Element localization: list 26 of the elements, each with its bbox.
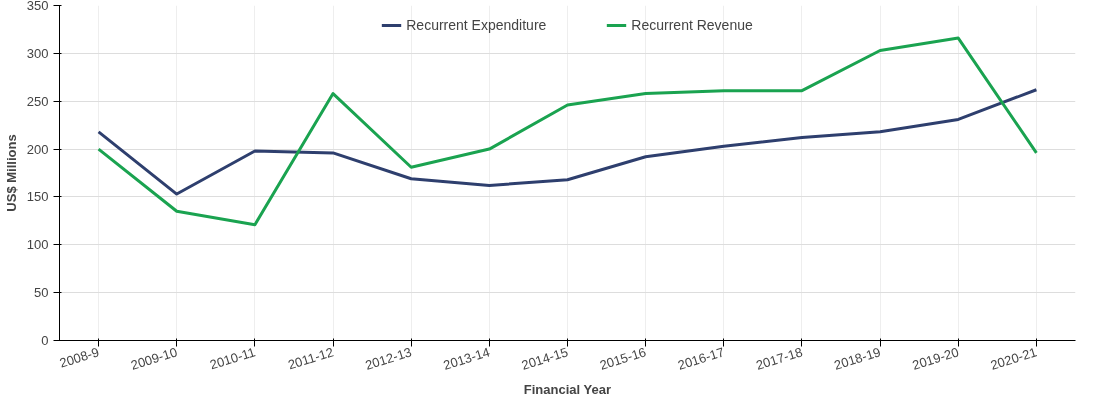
x-tick-label: 2012-13 <box>363 344 414 373</box>
line-series <box>97 36 1038 227</box>
y-tick-label: 50 <box>34 285 49 301</box>
y-axis-title: US$ Millions <box>3 134 19 212</box>
legend-label: Recurrent Expenditure <box>406 17 547 33</box>
line-series <box>97 88 1038 196</box>
legend-label: Recurrent Revenue <box>631 17 753 33</box>
x-tick-label: 2010-11 <box>208 344 258 373</box>
x-axis-title: Financial Year <box>523 382 611 398</box>
x-tick-label: 2013-14 <box>441 344 492 373</box>
y-tick-label: 300 <box>26 45 49 61</box>
y-tick-label: 250 <box>26 93 49 109</box>
x-tick-label: 2020-21 <box>988 344 1039 373</box>
y-tick-label: 350 <box>26 0 49 13</box>
y-tick-label: 150 <box>26 189 49 205</box>
x-tick-label: 2019-20 <box>910 344 961 373</box>
y-tick-label: 0 <box>41 333 49 348</box>
y-tick-label: 100 <box>26 237 49 253</box>
y-tick-label: 200 <box>26 141 49 157</box>
x-tick-label: 2009-10 <box>128 344 179 373</box>
x-tick-label: 2017-18 <box>754 344 805 373</box>
x-tick-label: 2015-16 <box>597 344 648 373</box>
x-tick-label: 2008-9 <box>57 344 101 371</box>
x-tick-label: 2014-15 <box>519 344 570 373</box>
x-tick-label: 2011-12 <box>286 344 336 373</box>
x-tick-label: 2018-19 <box>832 344 883 373</box>
